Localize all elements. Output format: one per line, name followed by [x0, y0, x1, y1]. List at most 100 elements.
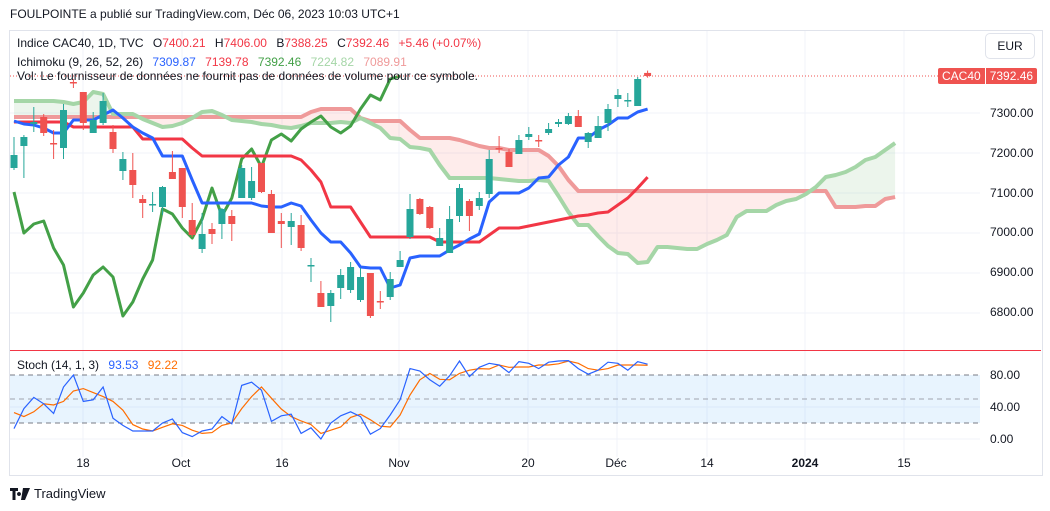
candle [505, 149, 513, 167]
candle [20, 135, 28, 178]
candle-body [218, 209, 226, 224]
candle-body [69, 82, 77, 84]
candle-body [604, 109, 612, 123]
grid-lines [10, 31, 980, 457]
candle-body [50, 143, 58, 145]
kijun-line [14, 120, 649, 244]
candle-body [277, 221, 285, 224]
candle [495, 136, 503, 153]
cloud-segment [746, 191, 757, 211]
time-label: 15 [897, 456, 911, 470]
candle-body [555, 122, 562, 124]
price-label: 7300.00 [990, 106, 1034, 120]
candle-body [20, 137, 28, 146]
candle-body [525, 134, 533, 137]
candle-body [347, 267, 355, 290]
candle [168, 151, 176, 179]
cloud-segment [677, 191, 688, 249]
candle-body [584, 133, 592, 142]
time-label: Déc [605, 456, 627, 470]
tenkan-value: 7309.87 [152, 55, 196, 69]
stoch-label[interactable]: Stoch (14, 1, 3) [17, 358, 100, 372]
cloud-segment [756, 191, 767, 211]
cloud-segment [855, 160, 866, 207]
stoch-k-line [13, 359, 648, 441]
candle [327, 290, 335, 322]
candle [555, 119, 562, 127]
cloud-segment [617, 191, 628, 254]
candle-body [168, 172, 176, 179]
cloud-segment [528, 150, 539, 181]
candle [10, 137, 18, 170]
candle [386, 272, 394, 300]
candle-body [614, 95, 622, 99]
candle [337, 269, 345, 299]
high-label: H [214, 36, 224, 50]
candles [10, 70, 652, 322]
cloud-segment [608, 191, 618, 253]
cloud-segment [845, 167, 856, 207]
candle-body [624, 100, 632, 102]
candle [604, 104, 612, 131]
ichimoku-cloud [14, 92, 896, 263]
ichimoku-label[interactable]: Ichimoku (9, 26, 52, 26) [17, 55, 144, 69]
candle [406, 194, 414, 239]
candle-body [267, 194, 275, 233]
candle [614, 89, 622, 107]
cloud-segment [33, 101, 44, 117]
candle [159, 186, 166, 215]
legend-ichimoku: Ichimoku (9, 26, 52, 26) 7309.87 7139.78… [17, 55, 413, 69]
candle-body [119, 159, 127, 171]
candle-body [465, 201, 473, 216]
cloud-segment [707, 191, 717, 244]
candle [515, 135, 523, 154]
time-label: Nov [388, 456, 410, 470]
time-label: 18 [76, 456, 90, 470]
candle [178, 168, 186, 218]
candle [139, 195, 147, 218]
cloud-segment [23, 101, 34, 117]
cloud-segment [657, 191, 668, 247]
candle [218, 208, 226, 239]
stoch-axis-label: 0.00 [990, 432, 1014, 446]
candle [79, 92, 87, 130]
candle [574, 110, 582, 127]
chart-frame [9, 30, 1043, 476]
low-label: B [276, 36, 285, 50]
currency-button[interactable]: EUR [985, 33, 1035, 59]
candle-body [30, 122, 38, 124]
candle [258, 163, 265, 193]
cloud-segment [469, 143, 480, 178]
cloud-segment [835, 172, 846, 207]
candle [238, 165, 246, 198]
price-label: 7000.00 [990, 225, 1034, 239]
stoch-pane [10, 359, 980, 441]
span-b-line [14, 107, 896, 209]
candle [99, 93, 107, 125]
candle-body [149, 204, 157, 206]
cloud-segment [647, 191, 658, 262]
stoch-k-value: 93.53 [108, 358, 139, 372]
candle [366, 273, 374, 318]
tradingview-logo[interactable]: TradingView [10, 486, 106, 501]
last-price-value: 7392.46 [985, 68, 1038, 84]
candle-body [357, 277, 364, 300]
cloud-segment [390, 121, 401, 139]
kijun-value: 7139.78 [205, 55, 249, 69]
candle [30, 107, 38, 132]
candle-body [188, 220, 196, 235]
chikou-value: 7392.46 [257, 55, 302, 69]
legend-symbol[interactable]: Indice CAC40, 1D, TVC [17, 36, 144, 50]
candle [297, 215, 305, 251]
candle-body [366, 273, 374, 316]
candle-body [564, 116, 572, 124]
tradingview-logo-icon [10, 487, 30, 500]
candle-body [456, 188, 463, 216]
candle [376, 291, 384, 309]
candle [307, 258, 315, 282]
candle [50, 130, 58, 159]
cloud-segment [726, 191, 737, 235]
time-label: 20 [521, 456, 535, 470]
candle-body [634, 79, 642, 106]
